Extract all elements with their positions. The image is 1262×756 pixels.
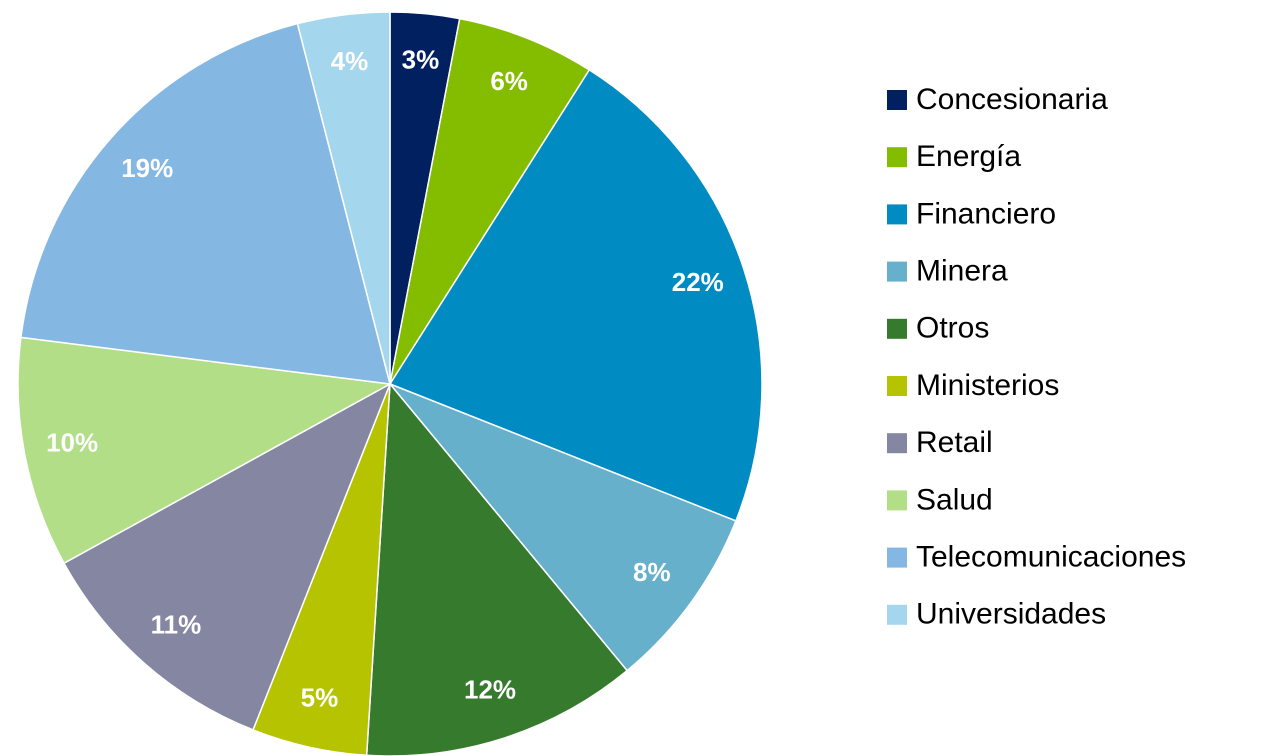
pie-slice (62, 382, 392, 731)
pie-slice (20, 22, 392, 385)
legend-swatch (887, 147, 907, 168)
legend-label: Telecomunicaciones (916, 541, 1186, 574)
legend-label: Minera (916, 255, 1008, 288)
legend-label: Ministerios (916, 369, 1059, 402)
pie-slice (388, 68, 763, 522)
legend-swatch (887, 547, 907, 568)
legend-swatch (887, 490, 907, 511)
pie-slice (389, 383, 737, 672)
legend-swatch (887, 90, 907, 110)
data-label: 19% (121, 153, 173, 183)
legend-swatch (887, 318, 907, 339)
pie-slice (389, 17, 591, 385)
data-label: 22% (672, 267, 724, 297)
pie-slice (17, 336, 393, 565)
data-label: 11% (151, 610, 202, 640)
legend-label: Concesionaria (916, 83, 1108, 116)
legend-label: Financiero (916, 197, 1056, 230)
legend-label: Energía (916, 140, 1021, 173)
data-label: 4% (331, 46, 369, 76)
data-label: 12% (464, 675, 516, 705)
data-label: 10% (46, 428, 98, 458)
legend-label: Salud (916, 483, 993, 516)
data-label: 8% (633, 557, 671, 587)
legend-swatch (887, 604, 907, 625)
data-label: 3% (402, 45, 440, 75)
legend-label: Otros (916, 312, 989, 345)
data-label: 5% (301, 683, 339, 713)
legend-label: Retail (916, 426, 993, 459)
pie-slice (296, 11, 391, 385)
legend-swatch (887, 261, 907, 282)
legend-swatch (887, 433, 907, 454)
legend-label: Universidades (916, 598, 1106, 631)
legend-swatch (887, 376, 907, 396)
data-label: 6% (490, 66, 528, 96)
legend-swatch (887, 204, 907, 225)
